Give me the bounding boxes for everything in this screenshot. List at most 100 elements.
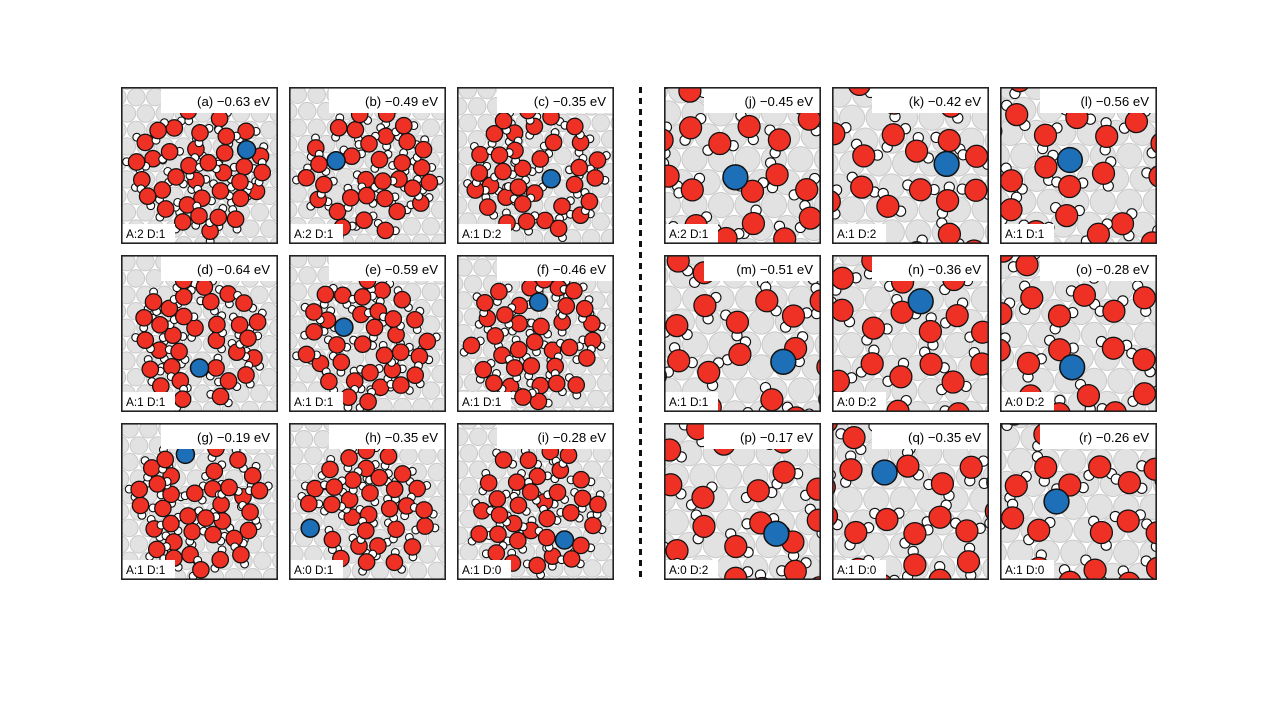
panel-border (831, 423, 989, 580)
oxygen-atom (895, 454, 920, 478)
oxygen-atom (376, 189, 394, 208)
oxygen-atom (211, 550, 230, 569)
substrate-atom (1009, 142, 1036, 169)
oxygen-atom (329, 118, 348, 137)
oxygen-atom (1101, 299, 1126, 323)
substrate-atom (1089, 188, 1116, 215)
panel-j-structure: (j) −0.45 eV A:2 D:1 (663, 87, 821, 244)
oxygen-atom (136, 133, 155, 152)
oxygen-atom (1086, 222, 1110, 244)
oxygen-atom (513, 195, 532, 213)
oxygen-atom (385, 480, 404, 499)
oxygen-atom (690, 485, 715, 510)
oxygen-atom (485, 124, 504, 143)
oxygen-atom (151, 315, 169, 334)
substrate-atom (408, 561, 428, 580)
substrate-atom (289, 87, 307, 104)
oxygen-atom (572, 470, 590, 489)
oxygen-atom (930, 472, 954, 496)
adatom-blue (1042, 488, 1070, 515)
oxygen-atom (353, 335, 372, 354)
oxygen-atom (1082, 558, 1107, 580)
oxygen-atom (918, 319, 942, 344)
panel-e-structure: (e) −0.59 eV A:1 D:1 (289, 255, 446, 412)
oxygen-atom (211, 387, 230, 406)
oxygen-atom (490, 282, 508, 301)
oxygen-atom (999, 338, 1011, 362)
substrate-atom (904, 400, 931, 412)
oxygen-atom (1019, 286, 1043, 310)
oxygen-atom (486, 327, 505, 345)
acceptor-donor-chip (122, 392, 175, 411)
oxygen-atom (299, 494, 318, 513)
substrate-atom (139, 423, 158, 439)
substrate-atom (663, 509, 689, 536)
adatom-blue (932, 150, 960, 178)
oxygen-atom (494, 162, 512, 181)
acceptor-donor-badge: A:0 D:1 (294, 563, 333, 577)
acceptor-donor-chip (832, 392, 886, 411)
oxygen-atom (356, 521, 375, 540)
adatom-blue (554, 530, 575, 550)
water-layer (122, 96, 272, 244)
acceptor-donor-badge: A:1 D:0 (837, 563, 877, 577)
substrate-atom (458, 87, 477, 100)
structure-panel-c: (c) −0.35 eV A:1 D:2 (457, 87, 614, 244)
substrate-atom (836, 486, 863, 513)
oxygen-atom (136, 331, 155, 350)
oxygen-atom (1103, 401, 1127, 412)
oxygen-atom (1110, 212, 1134, 236)
oxygen-atom (361, 484, 379, 502)
oxygen-atom (927, 505, 952, 529)
substrate-atom (269, 170, 278, 189)
oxygen-atom (342, 147, 361, 166)
oxygen-atom (666, 255, 690, 273)
substrate-atom (457, 356, 473, 376)
panel-r-structure: (r) −0.26 eV A:1 D:0 (999, 423, 1157, 580)
energy-label-chip (329, 256, 445, 281)
oxygen-atom (476, 293, 494, 312)
cluster-panels-group: (a) −0.63 eV A:2 D:1 (b) −0.49 eV A:2 D:1 (c… (121, 87, 614, 580)
oxygen-atom (1004, 102, 1028, 127)
substrate-atom (127, 87, 146, 107)
oxygen-atom (1147, 165, 1157, 188)
energy-label: (c) −0.35 eV (534, 94, 606, 109)
panel-border (663, 87, 821, 244)
oxygen-atom (969, 352, 989, 376)
oxygen-atom (937, 128, 961, 153)
oxygen-atom (565, 117, 584, 136)
oxygen-atom (557, 297, 576, 315)
acceptor-donor-chip (458, 224, 511, 243)
oxygen-atom (387, 520, 405, 539)
energy-label: (o) −0.28 eV (1076, 262, 1149, 277)
structure-panel-n: (n) −0.36 eV A:0 D:2 (831, 255, 989, 412)
energy-label-chip (871, 256, 988, 281)
oxygen-atom (174, 307, 193, 326)
oxygen-atom (250, 481, 269, 500)
substrate-atom (121, 423, 139, 439)
oxygen-atom (204, 525, 222, 544)
oxygen-atom (736, 114, 761, 139)
acceptor-donor-badge: A:1 D:0 (1005, 563, 1045, 577)
water-layer (131, 266, 267, 412)
substrate-atom (253, 551, 272, 571)
oxygen-atom (696, 360, 720, 385)
oxygen-atom (418, 332, 437, 351)
oxygen-atom (170, 342, 188, 361)
substrate-atom (421, 315, 441, 334)
oxygen-atom (575, 299, 594, 318)
substrate-atom (260, 219, 278, 238)
substrate-atom (129, 535, 149, 554)
substrate-atom (1059, 539, 1086, 566)
adatom-blue (541, 169, 561, 189)
substrate-atom (553, 146, 572, 166)
energy-label: (e) −0.59 eV (365, 262, 438, 277)
substrate-atom (289, 184, 307, 203)
oxygen-atom (370, 150, 389, 169)
energy-label: (b) −0.49 eV (365, 94, 438, 109)
oxygen-atom (553, 197, 571, 216)
oxygen-atom (415, 501, 433, 519)
oxygen-atom (1033, 155, 1058, 179)
oxygen-atom (190, 207, 208, 225)
substrate-atom (174, 235, 194, 244)
